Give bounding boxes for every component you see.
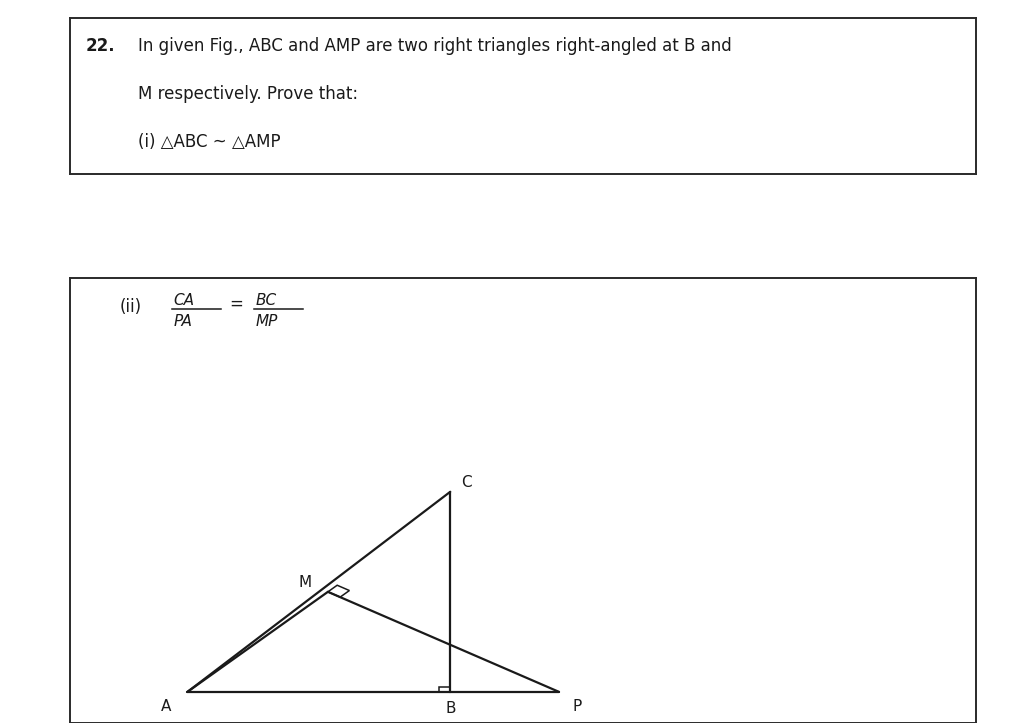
Text: M respectively. Prove that:: M respectively. Prove that: — [137, 85, 357, 103]
Text: CA: CA — [174, 293, 195, 307]
Text: (i) △ABC ~ △AMP: (i) △ABC ~ △AMP — [137, 133, 281, 151]
Text: =: = — [229, 295, 243, 313]
Text: MP: MP — [255, 314, 278, 329]
Text: (ii): (ii) — [120, 299, 141, 317]
Text: BC: BC — [255, 293, 276, 307]
Text: C: C — [461, 474, 472, 489]
Text: P: P — [572, 698, 582, 714]
Text: B: B — [445, 701, 456, 716]
Text: M: M — [298, 575, 311, 590]
Text: 22.: 22. — [86, 37, 116, 55]
Text: A: A — [161, 698, 171, 714]
Text: PA: PA — [174, 314, 193, 329]
Text: In given Fig., ABC and AMP are two right triangles right-angled at B and: In given Fig., ABC and AMP are two right… — [137, 37, 731, 55]
